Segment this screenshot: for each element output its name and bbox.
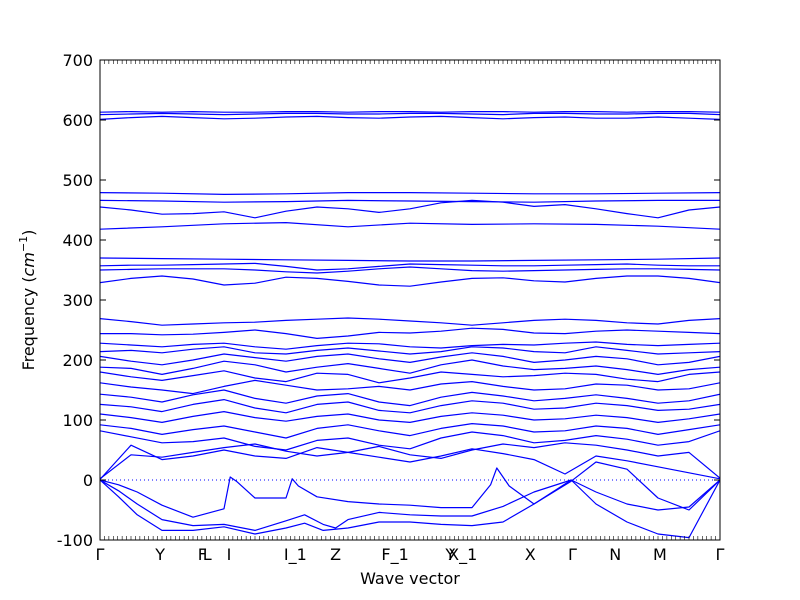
y-tick-label: 700 (62, 51, 93, 70)
x-tick-label: Γ (716, 545, 725, 564)
phonon-branch-29 (100, 479, 720, 539)
x-tick-label: Y (154, 545, 165, 564)
phonon-branch-10 (100, 266, 720, 274)
y-tick-label: 0 (83, 471, 93, 490)
x-tick-label: Γ (96, 545, 105, 564)
phonon-branch-26 (100, 444, 720, 480)
x-tick-label: F_1 (381, 545, 408, 565)
phonon-branch-17 (100, 359, 720, 375)
phonon-branch-19 (100, 379, 720, 395)
x-tick-label: F (198, 545, 207, 564)
phonon-branch-20 (100, 389, 720, 407)
y-tick-label: 200 (62, 351, 93, 370)
x-tick-label: I_1 (284, 545, 307, 565)
phonon-branch-6 (100, 199, 720, 219)
phonon-branch-18 (100, 370, 720, 384)
phonon-branch-1 (100, 110, 720, 113)
y-axis-label: Frequency (cm−1) (17, 230, 38, 371)
phonon-branch-14 (100, 341, 720, 350)
y-tick-label: -100 (57, 531, 93, 550)
x-tick-label: Γ (568, 545, 577, 564)
phonon-branch-3 (100, 115, 720, 120)
x-axis-label: Wave vector (360, 569, 460, 588)
x-tick-label: N (609, 545, 621, 564)
phonon-branch-16 (100, 352, 720, 366)
phonon-branch-5 (100, 199, 720, 203)
x-tick-label: Z (330, 545, 341, 564)
phonon-branch-21 (100, 399, 720, 414)
y-tick-label: 300 (62, 291, 93, 310)
phonon-branch-8 (100, 257, 720, 262)
x-tick-label: X (525, 545, 536, 564)
phonon-branch-4 (100, 192, 720, 195)
y-tick-label: 400 (62, 231, 93, 250)
x-tick-label: Y (444, 545, 455, 564)
phonon-branch-7 (100, 222, 720, 230)
y-tick-label: 100 (62, 411, 93, 430)
x-tick-label: M (653, 545, 667, 564)
phonon-branch-2 (100, 112, 720, 116)
plot-lines (100, 110, 720, 539)
phonon-branch-22 (100, 411, 720, 423)
phonon-branch-28 (100, 479, 720, 532)
y-tick-label: 500 (62, 171, 93, 190)
phonon-branch-11 (100, 275, 720, 287)
x-tick-label: X_1 (448, 545, 477, 565)
phonon-branch-24 (100, 430, 720, 451)
x-tick-label: I (227, 545, 232, 564)
y-tick-label: 600 (62, 111, 93, 130)
phonon-branch-23 (100, 423, 720, 439)
phonon-branch-15 (100, 346, 720, 355)
plot-frame (99, 59, 721, 541)
phonon-branch-9 (100, 262, 720, 271)
phonon-branch-27 (100, 461, 720, 518)
phonon-branch-25 (100, 442, 720, 480)
phonon-branch-13 (100, 327, 720, 339)
phonon-branch-12 (100, 317, 720, 326)
x-tick-label: L (203, 545, 212, 564)
